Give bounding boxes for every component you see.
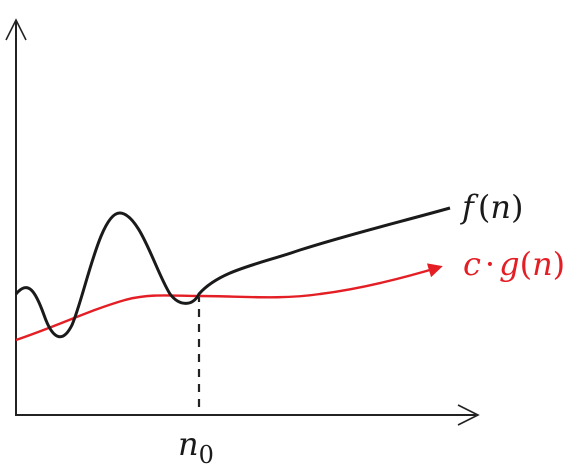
cg-label-close: ) — [553, 245, 565, 283]
x-axis-arrowhead — [457, 404, 480, 426]
cg-label-g: g — [499, 245, 519, 283]
f-label-f: f — [460, 188, 479, 226]
n0-label-n: n — [178, 425, 199, 463]
f-label-open: ( — [478, 188, 490, 226]
cg-label-dot: · — [485, 245, 495, 283]
n0-label: n0 — [178, 425, 214, 469]
cg-curve — [15, 263, 443, 342]
cg-label: c · g(n) — [463, 245, 565, 283]
f-label-arg: n — [490, 188, 511, 226]
cg-label-c: c — [463, 245, 481, 283]
n0-label-subscript: 0 — [199, 441, 214, 469]
cg-label-open: ( — [520, 245, 532, 283]
cg-label-arg: n — [532, 245, 553, 283]
f-label: f (n) — [460, 188, 523, 226]
f-curve — [14, 206, 451, 339]
f-label-close: ) — [511, 188, 523, 226]
y-axis-arrowhead — [5, 18, 27, 41]
